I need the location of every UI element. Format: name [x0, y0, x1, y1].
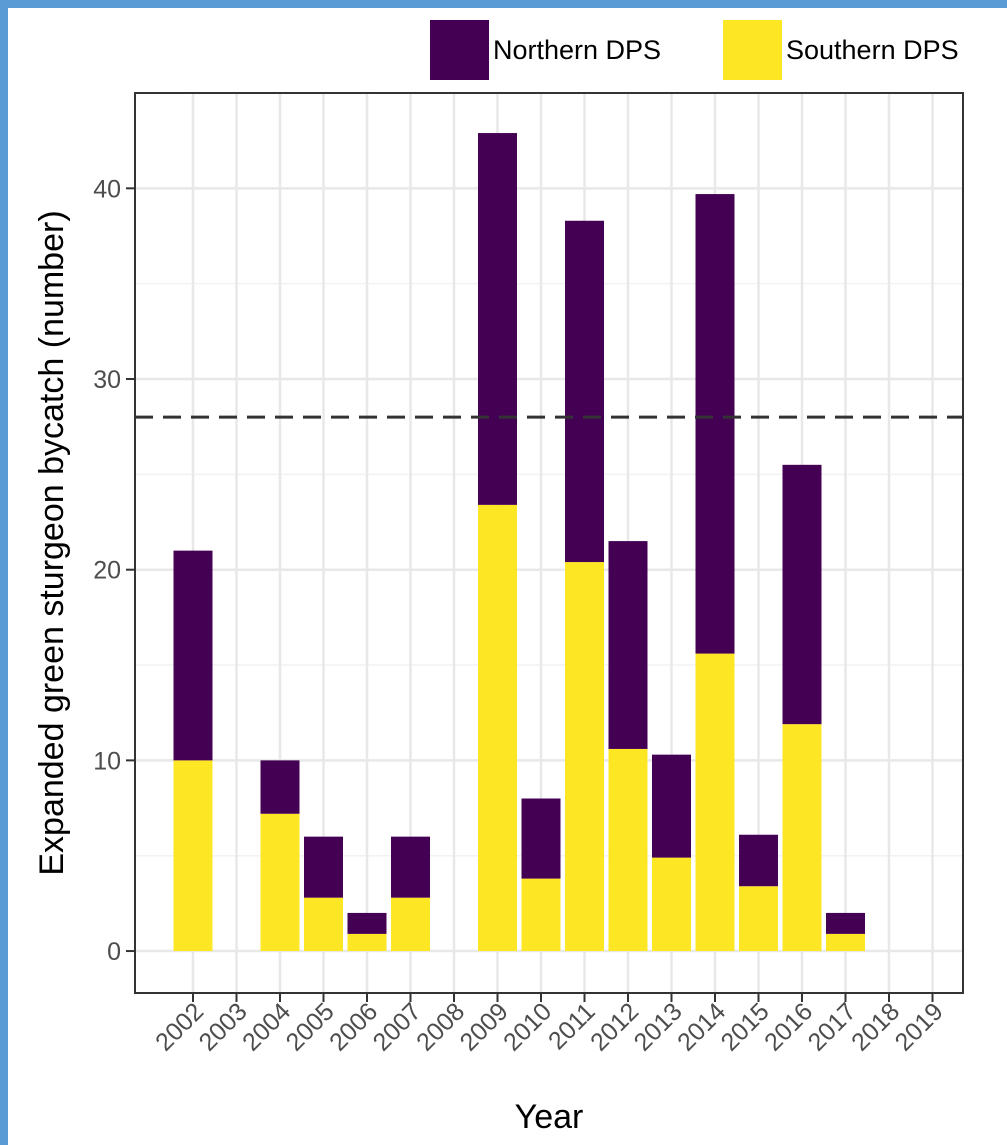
x-tick-label: 2004 [237, 997, 296, 1056]
bar-northern-2013 [652, 754, 691, 858]
x-tick-label: 2010 [498, 997, 557, 1056]
bar-northern-2004 [260, 760, 300, 814]
bar-northern-2005 [304, 836, 343, 898]
bar-northern-2007 [391, 836, 430, 898]
bar-southern-2005 [304, 897, 343, 952]
legend-label-southern: Southern DPS [786, 34, 959, 65]
bar-southern-2004 [260, 813, 300, 952]
bar-northern-2016 [782, 464, 822, 725]
bar-southern-2002 [173, 760, 213, 952]
y-tick-label: 10 [93, 747, 121, 775]
x-tick-label: 2014 [672, 997, 731, 1056]
bar-northern-2017 [826, 912, 865, 934]
bar-northern-2014 [695, 194, 735, 654]
x-tick-label: 2012 [585, 997, 644, 1056]
bar-northern-2012 [608, 541, 648, 749]
plot-border [134, 92, 964, 994]
bar-southern-2016 [782, 724, 822, 952]
bar-northern-2015 [739, 834, 778, 887]
bar-northern-2009 [478, 133, 517, 505]
bar-southern-2009 [478, 504, 517, 952]
x-tick-label: 2018 [846, 997, 905, 1056]
bar-southern-2013 [652, 857, 691, 952]
bar-northern-2011 [565, 220, 604, 563]
x-tick-label: 2011 [543, 997, 601, 1055]
y-tick-label: 40 [93, 175, 121, 203]
bar-southern-2017 [826, 933, 865, 952]
bar-northern-2010 [521, 798, 561, 879]
y-tick-label: 30 [93, 366, 121, 394]
legend-item-northern: Northern DPS [430, 20, 661, 80]
y-axis-label: Expanded green sturgeon bycatch (number) [33, 210, 71, 875]
legend-swatch-southern [723, 20, 782, 80]
x-tick-label: 2006 [324, 997, 383, 1056]
x-tick-label: 2003 [194, 997, 253, 1056]
x-tick-label: 2017 [803, 997, 862, 1056]
x-tick-label: 2016 [759, 997, 818, 1056]
x-tick-label: 2007 [368, 997, 427, 1056]
legend-label-northern: Northern DPS [493, 34, 662, 65]
bar-southern-2011 [565, 562, 604, 952]
bar-southern-2014 [695, 653, 735, 952]
legend-item-southern: Southern DPS [723, 20, 959, 80]
y-tick-label: 0 [107, 938, 121, 966]
x-tick-label: 2019 [890, 997, 949, 1056]
legend-swatch-northern [430, 20, 489, 80]
x-tick-label: 2008 [411, 997, 470, 1056]
bar-northern-2006 [347, 912, 387, 934]
bar-southern-2012 [608, 748, 648, 952]
bar-southern-2006 [347, 933, 387, 952]
x-tick-label: 2002 [150, 997, 209, 1056]
x-tick-label: 2015 [716, 997, 775, 1056]
bar-southern-2007 [391, 897, 430, 952]
bar-southern-2015 [739, 886, 778, 952]
x-axis-label: Year [515, 1098, 584, 1136]
x-tick-label: 2013 [629, 997, 688, 1056]
x-tick-label: 2009 [455, 997, 514, 1056]
bar-southern-2010 [521, 878, 561, 952]
y-tick-label: 20 [93, 557, 121, 585]
bar-northern-2002 [173, 550, 213, 761]
x-tick-label: 2005 [281, 997, 340, 1056]
